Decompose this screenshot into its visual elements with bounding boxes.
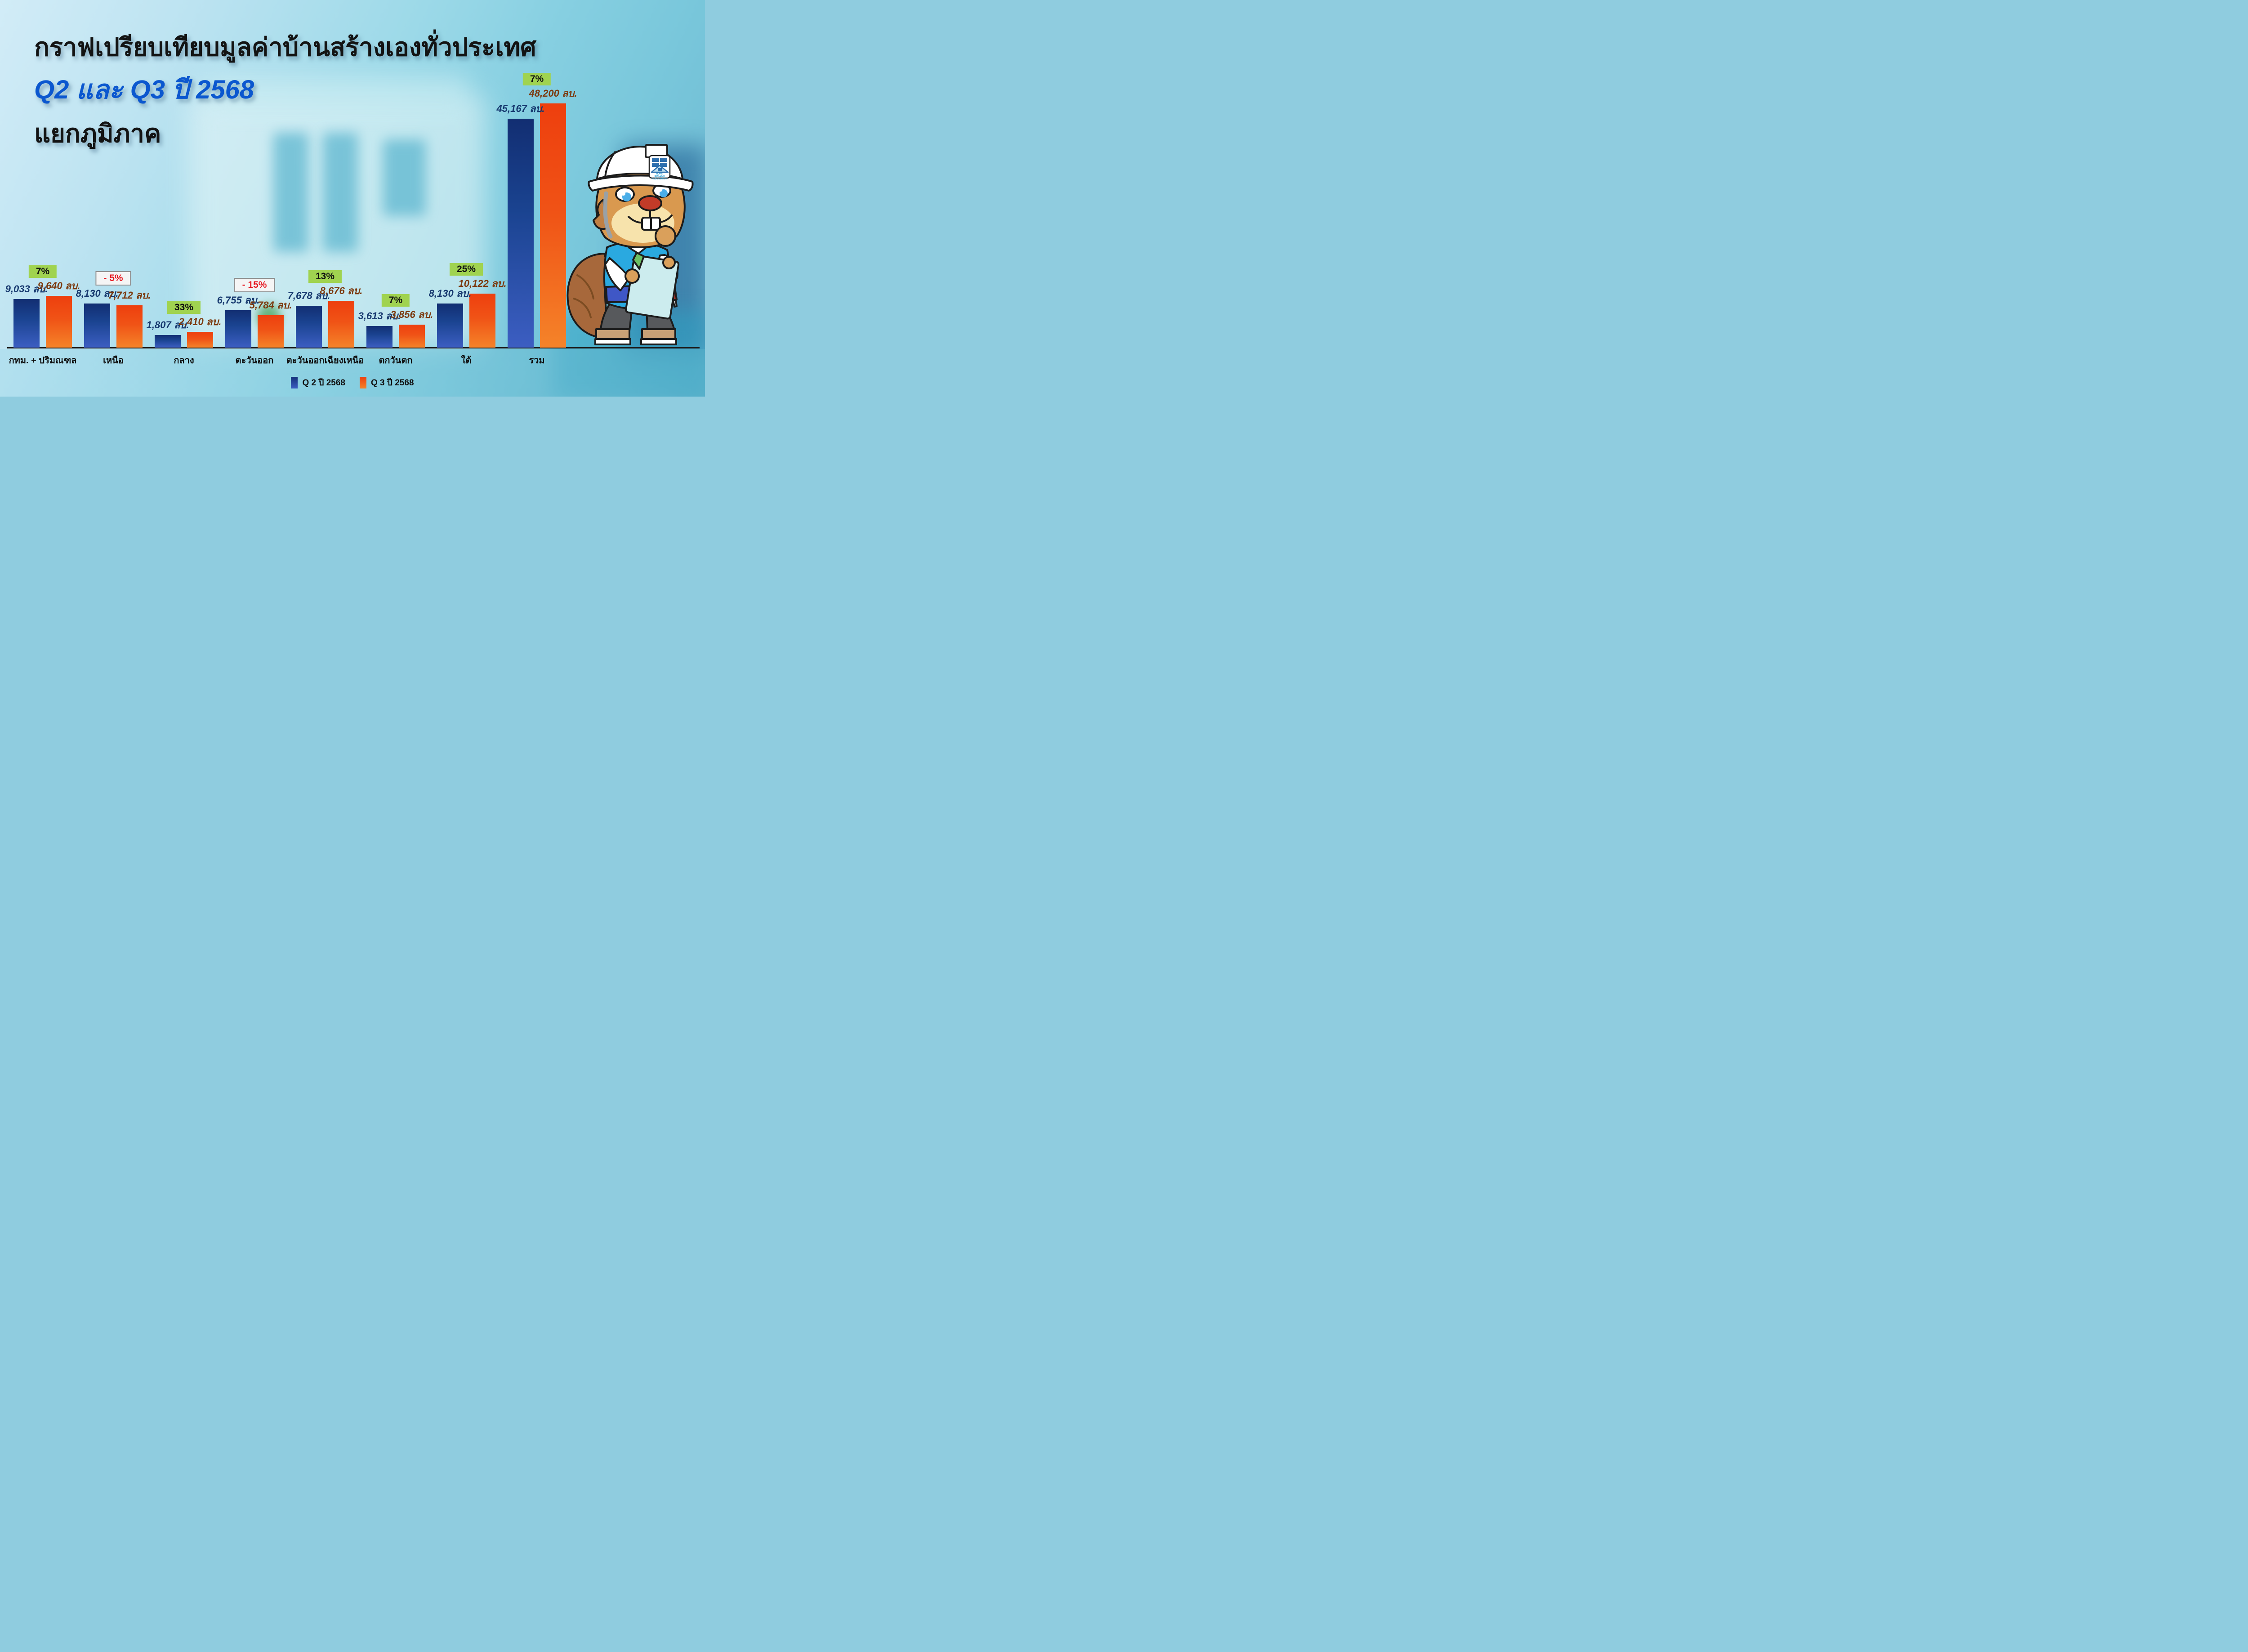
bar-q2 [155, 335, 181, 348]
bar-q2 [84, 303, 110, 348]
background-window-blur [273, 133, 308, 252]
page-title-line3: แยกภูมิภาค [34, 119, 161, 147]
category-label: ตะวันออกเฉียงเหนือ [286, 356, 364, 366]
legend-item-q3: Q 3 ปี 2568 [360, 376, 414, 389]
value-label-q3: 9,640 ลบ. [37, 280, 80, 291]
mascot-boot [595, 328, 630, 340]
chart-legend: Q 2 ปี 2568 Q 3 ปี 2568 [0, 376, 705, 389]
mascot-clipboard [625, 254, 680, 320]
category-label: ตกวันตก [379, 356, 413, 366]
bar-q3 [46, 296, 72, 348]
mascot-boot [641, 328, 676, 340]
value-label-q3: 7,712 ลบ. [108, 290, 151, 301]
value-label-q2: 6,755 ลบ. [217, 295, 260, 306]
bar-q3 [258, 315, 284, 348]
value-label-q3: 8,676 ลบ. [320, 285, 363, 296]
beaver-engineer-mascot: HOME BUILDER ASSOCIATION [566, 144, 694, 345]
value-label-q2: 3,613 ลบ. [358, 310, 401, 321]
value-label-q2: 9,033 ลบ. [5, 283, 48, 295]
mascot-nose [638, 195, 662, 211]
legend-label-q3: Q 3 ปี 2568 [371, 378, 414, 388]
value-label-q2: 8,130 ลบ. [428, 287, 472, 299]
legend-label-q2: Q 2 ปี 2568 [302, 378, 345, 388]
mascot-arm [604, 257, 630, 291]
value-label-q3: 5,784 ลบ. [249, 299, 292, 311]
mascot-tie [632, 252, 645, 270]
category-label: กลาง [174, 356, 194, 366]
bar-q2 [366, 326, 393, 348]
category-label: เหนือ [103, 356, 124, 366]
percent-change-badge: 13% [308, 270, 342, 283]
value-label-q2: 45,167 ลบ. [496, 103, 545, 114]
legend-item-q2: Q 2 ปี 2568 [291, 376, 345, 389]
percent-change-badge: - 5% [95, 271, 131, 286]
x-axis-line [7, 347, 700, 348]
legend-swatch-q3 [360, 377, 366, 388]
percent-change-badge: 7% [522, 72, 551, 85]
bar-q3 [116, 305, 143, 348]
bar-q3 [328, 300, 354, 348]
bar-q2 [296, 305, 322, 348]
percent-change-badge: 33% [167, 301, 201, 314]
mascot-chinstrap [603, 191, 613, 239]
percent-change-badge: 7% [381, 294, 410, 307]
bar-q3 [469, 293, 495, 348]
mascot-hand [662, 256, 676, 269]
infographic-canvas: กราฟเปรียบเทียบมูลค่าบ้านสร้างเองทั่วประ… [0, 0, 705, 397]
mascot-hand [624, 268, 640, 284]
hardhat-logo-text: ASSOCIATION [652, 178, 668, 180]
value-label-q2: 1,807 ลบ. [146, 319, 189, 330]
value-label-q3: 3,856 ลบ. [390, 309, 433, 321]
value-label-q3: 10,122 ลบ. [458, 277, 507, 289]
category-label: รวม [529, 356, 545, 366]
bar-q2 [508, 118, 534, 348]
mascot-fist [655, 225, 676, 247]
percent-change-badge: 7% [28, 265, 57, 278]
percent-change-badge: 25% [449, 263, 483, 276]
bar-q3 [540, 103, 566, 348]
category-label: ตะวันออก [235, 356, 274, 366]
bar-q2 [13, 299, 40, 348]
hardhat-logo-text: BUILDER [655, 175, 665, 178]
bar-q2 [437, 303, 463, 348]
page-title-line2: Q2 และ Q3 ปี 2568 [34, 75, 254, 104]
background-window-blur [323, 133, 358, 252]
legend-swatch-q2 [291, 377, 298, 388]
value-label-q3: 48,200 ลบ. [529, 87, 577, 99]
value-label-q2: 7,678 ลบ. [287, 290, 330, 301]
bar-q3 [399, 325, 425, 348]
bar-q2 [225, 310, 251, 348]
value-label-q3: 2,410 ลบ. [178, 316, 222, 328]
bar-q3 [187, 332, 213, 348]
category-label: ใต้ [461, 356, 472, 366]
percent-change-badge: - 15% [234, 278, 275, 293]
category-label: กทม. + ปริมณฑล [9, 356, 77, 366]
background-window-blur [383, 139, 426, 216]
hardhat-logo-text: HOME [656, 173, 664, 175]
mascot-hardhat-brim [588, 174, 694, 192]
value-label-q2: 8,130 ลบ. [76, 287, 119, 299]
page-title-line1: กราฟเปรียบเทียบมูลค่าบ้านสร้างเองทั่วประ… [34, 33, 536, 61]
